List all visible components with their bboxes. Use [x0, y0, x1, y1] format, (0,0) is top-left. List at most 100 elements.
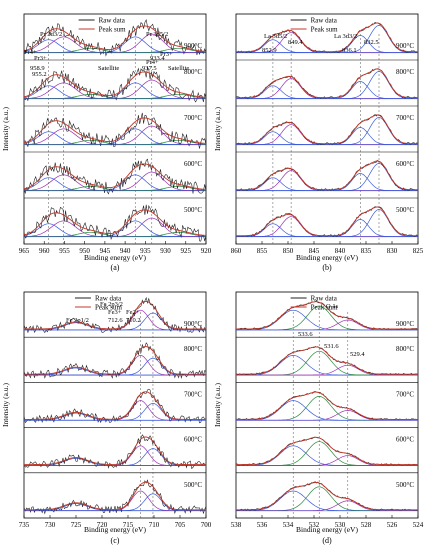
fit-component — [236, 486, 418, 511]
annotation: 832.5 — [364, 39, 379, 46]
annotation: 712.6 — [108, 317, 123, 324]
peak-sum-line — [236, 68, 418, 99]
temperature-label: 600°C — [184, 436, 202, 444]
x-tick-label: 715 — [123, 521, 134, 529]
raw-data-line — [235, 346, 419, 376]
temperature-label: 500°C — [184, 481, 202, 489]
fit-component — [24, 312, 206, 331]
peak-sum-line — [24, 300, 206, 330]
temperature-label: 700°C — [396, 390, 414, 398]
x-tick-label: 860 — [231, 247, 242, 255]
fit-component — [236, 396, 418, 421]
temperature-label: 800°C — [396, 345, 414, 353]
temperature-label: 600°C — [396, 160, 414, 168]
temperature-label: 900°C — [396, 320, 414, 328]
x-tick-label: 710 — [149, 521, 160, 529]
panel-d: 538 536 534 532 530 528 526 524 Binding energy (… — [213, 291, 424, 545]
temperature-label: 900°C — [396, 42, 414, 50]
fit-component — [24, 185, 206, 191]
annotation: Pr4+ — [24, 49, 37, 56]
x-axis-label: Binding energy (eV) — [84, 525, 146, 534]
fit-component — [236, 445, 418, 466]
fit-component — [236, 400, 418, 421]
annotation: 836.1 — [342, 47, 357, 54]
fit-component — [236, 177, 418, 191]
fit-component — [24, 357, 206, 376]
annotation: 958.9 — [30, 65, 45, 72]
plot-frame — [23, 13, 207, 245]
annotation: Pr 3d3/2 — [40, 31, 62, 38]
x-tick-label: 830 — [387, 247, 398, 255]
raw-data-line — [23, 66, 207, 103]
raw-data-line — [23, 19, 207, 57]
temperature-label: 600°C — [184, 160, 202, 168]
legend-label-raw: Raw data — [99, 17, 126, 25]
x-tick-label: 945 — [100, 247, 111, 255]
annotation: 852.9 — [262, 47, 277, 54]
peak-sum-line — [23, 163, 207, 190]
x-tick-label: 530 — [335, 521, 346, 529]
raw-data-line — [23, 388, 207, 424]
x-tick-label: 855 — [257, 247, 268, 255]
legend-label-sum: Peak sum — [311, 304, 339, 312]
legend-label-sum: Peak sum — [311, 26, 339, 34]
fit-component — [236, 78, 418, 99]
fit-component — [236, 219, 418, 237]
raw-data-line — [23, 342, 207, 379]
fit-component — [24, 36, 206, 53]
x-tick-label: 528 — [361, 521, 372, 529]
annotation: 937.5 — [142, 65, 157, 72]
temperature-label: 500°C — [396, 206, 414, 214]
x-tick-label: 925 — [181, 247, 192, 255]
raw-data-line — [23, 158, 207, 195]
annotation: Satellite — [98, 65, 119, 72]
fit-component — [236, 223, 418, 237]
fit-component — [236, 441, 418, 466]
x-tick-label: 526 — [387, 521, 398, 529]
legend-label-raw: Raw data — [311, 295, 338, 303]
x-tick-label: 532 — [309, 521, 320, 529]
plot-frame — [235, 13, 419, 245]
temperature-label: 800°C — [184, 345, 202, 353]
x-tick-label: 735 — [19, 521, 30, 529]
annotation: Pr4+ — [146, 59, 159, 66]
peak-sum-line — [24, 481, 206, 511]
temperature-label: 700°C — [396, 114, 414, 122]
peak-sum-line — [236, 301, 418, 330]
peak-sum-line — [236, 436, 418, 466]
temperature-label: 500°C — [184, 206, 202, 214]
fit-component — [236, 319, 418, 331]
peak-sum-line — [236, 22, 418, 53]
fit-component — [24, 231, 206, 237]
x-tick-label: 725 — [71, 521, 82, 529]
peak-sum-line — [236, 482, 418, 511]
raw-data-line — [235, 206, 419, 238]
y-axis-label: Intensity (a.u.) — [1, 107, 10, 151]
panel-label: (a) — [111, 263, 120, 272]
fit-component — [24, 448, 206, 466]
fit-component — [24, 493, 206, 511]
temperature-label: 900°C — [184, 42, 202, 50]
x-tick-label: 700 — [201, 521, 212, 529]
raw-data-line — [23, 479, 207, 515]
temperature-label: 500°C — [396, 481, 414, 489]
fit-component — [236, 410, 418, 421]
temperature-label: 900°C — [184, 320, 202, 328]
panel-a: 965 960 955 950 945 940 935 930 925 920 Binding en… — [1, 13, 212, 272]
annotation: 933.4 — [150, 55, 165, 62]
x-tick-label: 950 — [79, 247, 90, 255]
legend-label-sum: Peak sum — [95, 304, 123, 312]
x-tick-label: 825 — [413, 247, 424, 255]
y-axis-label: Intensity (a.u.) — [213, 383, 222, 427]
fit-component — [24, 400, 206, 421]
fit-component — [24, 47, 206, 53]
annotation: 710.2 — [126, 317, 141, 324]
peak-sum-line — [24, 346, 206, 375]
x-tick-label: 850 — [283, 247, 294, 255]
annotation: Fe2+ — [126, 309, 140, 316]
raw-data-line — [235, 159, 419, 192]
fit-component — [24, 174, 206, 191]
x-tick-label: 935 — [140, 247, 151, 255]
x-tick-label: 720 — [97, 521, 108, 529]
panel-label: (c) — [111, 536, 120, 545]
